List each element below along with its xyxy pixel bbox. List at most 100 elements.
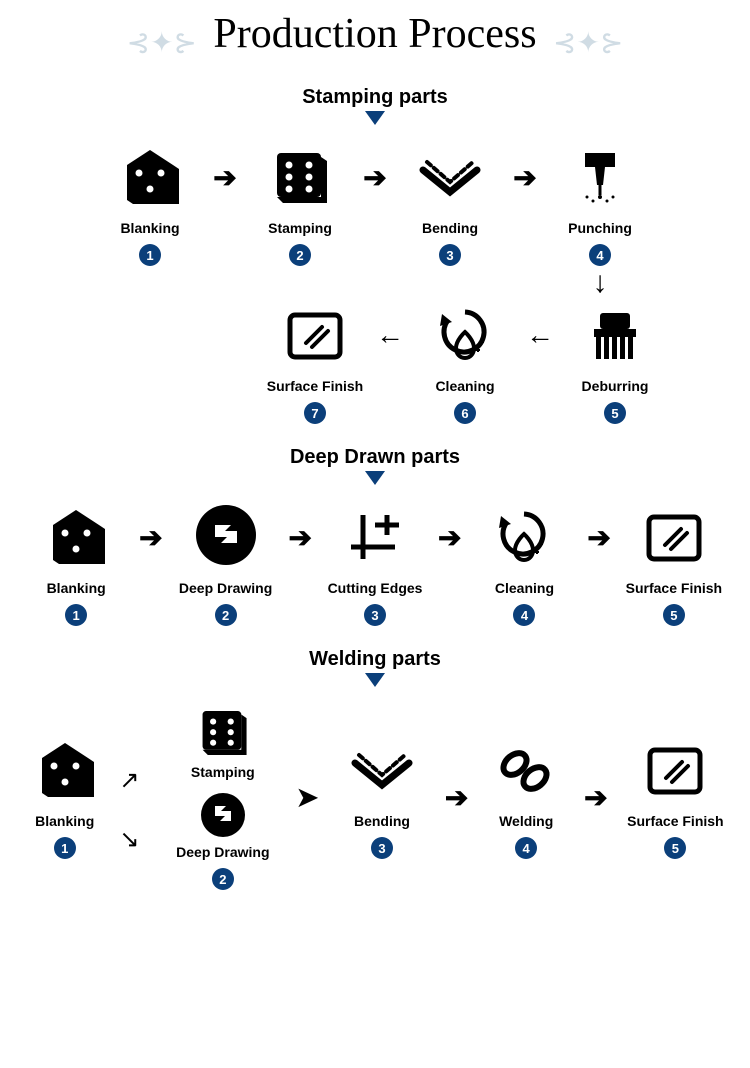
step-deburring: Deburring 5 — [555, 300, 675, 424]
step-badge: 2 — [215, 604, 237, 626]
stamping-icon — [192, 704, 254, 760]
step-badge: 2 — [212, 868, 234, 890]
step-badge: 3 — [364, 604, 386, 626]
step-badge: 3 — [371, 837, 393, 859]
step-badge: 1 — [139, 244, 161, 266]
deepdraw-icon — [191, 503, 261, 571]
step-badge: 4 — [589, 244, 611, 266]
arrow-left-icon: ← — [375, 300, 405, 370]
step-badge: 4 — [513, 604, 535, 626]
deburring-icon — [580, 305, 650, 365]
step-label: Blanking — [47, 580, 106, 596]
step-blanking: Blanking 1 — [10, 735, 119, 859]
ornament-right: ⊰✦⊱ — [553, 26, 623, 59]
step-badge: 5 — [604, 402, 626, 424]
arrow-right-icon: ➔ — [137, 502, 164, 572]
step-label: Blanking — [120, 220, 179, 236]
cutting-icon — [343, 507, 407, 567]
arrow-right-icon: ➔ — [287, 502, 314, 572]
page-header: ⊰✦⊱ Production Process ⊰✦⊱ — [0, 0, 750, 64]
deepdrawn-row: Blanking 1 ➔ Deep Drawing 2 ➔ Cutting Ed… — [15, 502, 735, 626]
deepdraw-icon — [198, 790, 248, 840]
step-label: Cleaning — [435, 378, 494, 394]
blanking-icon — [41, 505, 111, 569]
bending-icon — [347, 743, 417, 798]
step-badge: 5 — [663, 604, 685, 626]
section-title-stamping: Stamping parts — [0, 86, 750, 109]
step-label: Cutting Edges — [328, 580, 423, 596]
step-blanking: Blanking 1 — [90, 142, 210, 266]
step-label: Surface Finish — [267, 378, 363, 394]
step-label: Stamping — [268, 220, 332, 236]
stamping-icon — [265, 145, 335, 209]
branch-arrows: ↗ ↘ — [119, 766, 153, 854]
arrow-upright-icon: ↗ — [119, 766, 153, 795]
step-label: Surface Finish — [627, 813, 723, 829]
step-badge: 7 — [304, 402, 326, 424]
blanking-icon — [30, 738, 100, 802]
welding-icon — [491, 740, 561, 800]
cleaning-icon — [489, 506, 559, 568]
page-title: Production Process — [213, 10, 536, 58]
step-bending: Bending 3 — [390, 142, 510, 266]
arrow-right-icon: ➔ — [442, 762, 472, 832]
branch-column: Stamping Deep Drawing 2 — [153, 704, 292, 890]
punching-icon — [565, 147, 635, 207]
arrow-right-icon: ➔ — [510, 142, 540, 212]
step-label: Bending — [422, 220, 478, 236]
cleaning-icon — [430, 304, 500, 366]
welding-row: Blanking 1 ↗ ↘ Stamping Deep Drawing 2 ➤… — [10, 704, 740, 890]
triangle-icon — [0, 471, 750, 492]
step-label: Punching — [568, 220, 632, 236]
step-label: Cleaning — [495, 580, 554, 596]
step-badge: 3 — [439, 244, 461, 266]
surface-icon — [640, 740, 710, 800]
step-surface: Surface Finish 5 — [611, 735, 740, 859]
arrow-right-icon: ➔ — [360, 142, 390, 212]
step-label: Deburring — [582, 378, 649, 394]
step-label: Blanking — [35, 813, 94, 829]
arrow-down-icon: ↓ — [540, 266, 660, 300]
bending-icon — [415, 150, 485, 205]
step-surface: Surface Finish 5 — [613, 502, 735, 626]
step-welding: Welding 4 — [471, 735, 580, 859]
step-label: Stamping — [191, 764, 255, 780]
step-cutting: Cutting Edges 3 — [314, 502, 436, 626]
arrow-right-icon: ➔ — [586, 502, 613, 572]
step-blanking: Blanking 1 — [15, 502, 137, 626]
arrow-right-merge-icon: ➤ — [292, 762, 322, 832]
arrow-right-icon: ➔ — [210, 142, 240, 212]
stamping-row2: Surface Finish 7 ← Cleaning 6 ← Deburrin… — [75, 300, 675, 424]
arrow-left-icon: ← — [525, 300, 555, 370]
section-title-welding: Welding parts — [0, 648, 750, 671]
step-punching: Punching 4 — [540, 142, 660, 266]
step-badge: 6 — [454, 402, 476, 424]
surface-icon — [639, 507, 709, 567]
step-label: Bending — [354, 813, 410, 829]
step-surface: Surface Finish 7 — [255, 300, 375, 424]
step-label: Surface Finish — [626, 580, 722, 596]
section-title-deepdrawn: Deep Drawn parts — [0, 446, 750, 469]
surface-icon — [280, 305, 350, 365]
blanking-icon — [115, 145, 185, 209]
step-cleaning: Cleaning 6 — [405, 300, 525, 424]
step-badge: 5 — [664, 837, 686, 859]
arrow-downright-icon: ↘ — [119, 825, 153, 854]
step-label: Deep Drawing — [179, 580, 272, 596]
step-label: Deep Drawing — [176, 844, 269, 860]
step-badge: 1 — [54, 837, 76, 859]
step-badge: 4 — [515, 837, 537, 859]
step-cleaning: Cleaning 4 — [463, 502, 585, 626]
arrow-right-icon: ➔ — [436, 502, 463, 572]
step-deepdrawing: Deep Drawing 2 — [164, 502, 286, 626]
step-stamping: Stamping 2 — [240, 142, 360, 266]
stamping-row1: Blanking 1 ➔ Stamping 2 ➔ Bending 3 ➔ Pu… — [75, 142, 675, 266]
step-label: Welding — [499, 813, 553, 829]
triangle-icon — [0, 673, 750, 694]
step-badge: 1 — [65, 604, 87, 626]
triangle-icon — [0, 111, 750, 132]
ornament-left: ⊰✦⊱ — [127, 26, 197, 59]
step-badge: 2 — [289, 244, 311, 266]
step-bending: Bending 3 — [322, 735, 441, 859]
arrow-right-icon: ➔ — [581, 762, 611, 832]
